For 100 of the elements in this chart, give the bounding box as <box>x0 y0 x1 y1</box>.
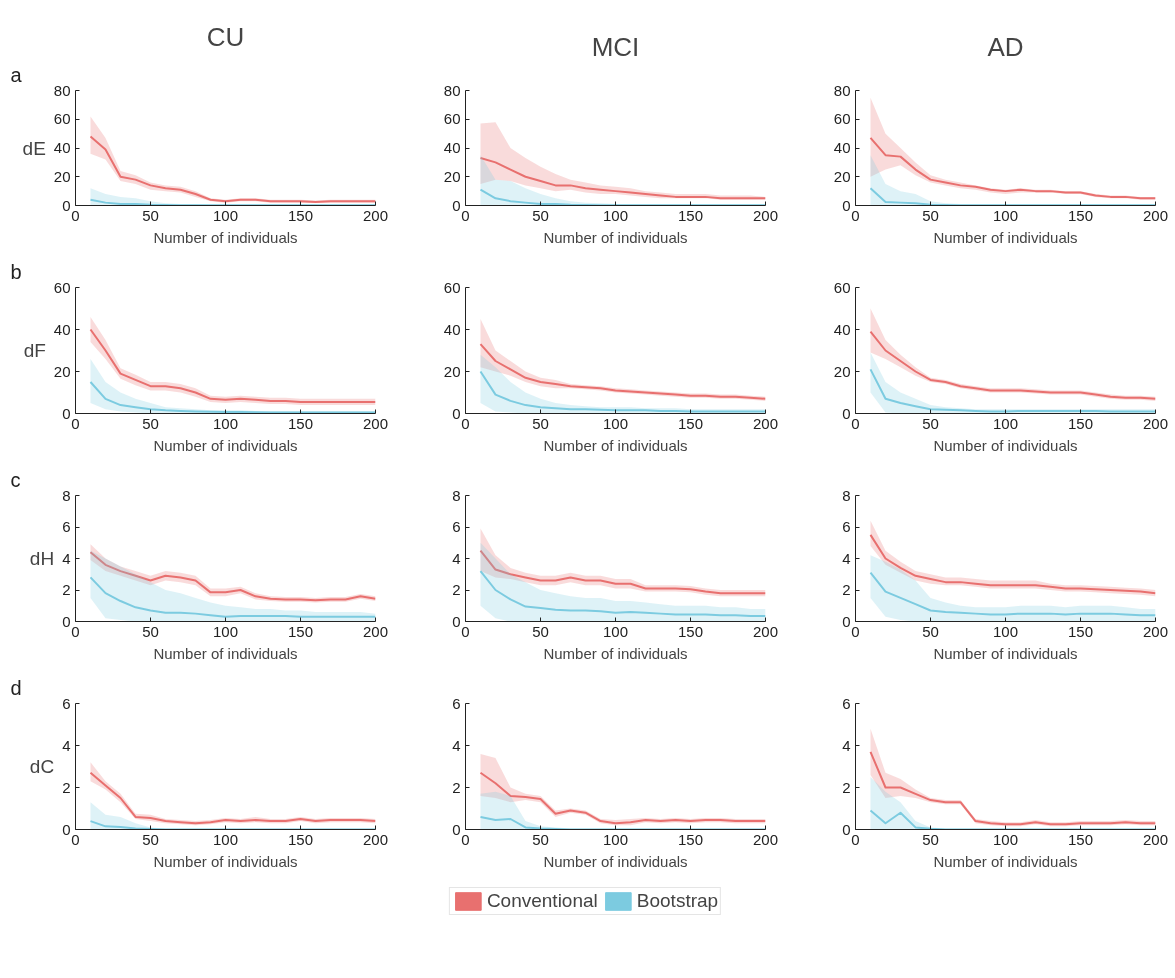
y-tick-label: 20 <box>833 362 851 380</box>
x-tick-label: 150 <box>677 206 704 224</box>
chart-title: CU <box>206 21 245 52</box>
y-tick-label: 6 <box>62 694 71 712</box>
y-tick-label: 80 <box>443 81 461 99</box>
y-tick-label: 2 <box>842 778 851 796</box>
x-tick-label: 100 <box>212 622 239 640</box>
x-tick-label: 150 <box>287 206 314 224</box>
x-tick-label: 200 <box>752 206 779 224</box>
x-tick-label: 100 <box>992 206 1019 224</box>
y-tick-label: 4 <box>452 549 461 567</box>
x-tick-label: 50 <box>142 206 159 224</box>
y-tick-label: 8 <box>452 486 461 504</box>
x-tick-label: 150 <box>1067 830 1094 848</box>
y-tick-label: 4 <box>62 549 71 567</box>
x-tick-label: 150 <box>1067 206 1094 224</box>
y-tick-label: 8 <box>842 486 851 504</box>
legend-label: Conventional <box>486 890 598 912</box>
x-tick-label: 50 <box>922 622 939 640</box>
x-tick-label: 50 <box>532 830 549 848</box>
x-axis-title: Number of individuals <box>153 228 298 246</box>
y-tick-label: 80 <box>53 81 71 99</box>
y-tick-label: 40 <box>53 320 71 338</box>
legend-label: Bootstrap <box>636 890 719 912</box>
y-tick-label: 60 <box>833 278 851 296</box>
x-tick-label: 200 <box>362 622 389 640</box>
x-tick-label: 100 <box>992 414 1019 432</box>
y-tick-label: 2 <box>452 778 461 796</box>
y-axis-title: dF <box>23 340 46 361</box>
y-tick-label: 2 <box>62 778 71 796</box>
x-tick-label: 50 <box>532 414 549 432</box>
x-tick-label: 150 <box>287 414 314 432</box>
x-tick-label: 100 <box>212 830 239 848</box>
x-tick-label: 200 <box>362 206 389 224</box>
x-axis-title: Number of individuals <box>153 436 298 454</box>
y-tick-label: 2 <box>62 581 71 598</box>
y-axis-title: dH <box>29 548 55 569</box>
x-tick-label: 100 <box>992 830 1019 848</box>
y-tick-label: 20 <box>53 362 71 380</box>
text: b <box>10 260 22 283</box>
x-tick-label: 150 <box>287 830 314 848</box>
y-tick-label: 60 <box>53 110 71 128</box>
y-axis-title: dC <box>29 756 55 777</box>
x-tick-label: 50 <box>532 206 549 224</box>
y-tick-label: 6 <box>842 518 851 535</box>
x-tick-label: 100 <box>212 414 239 432</box>
y-tick-label: 20 <box>443 362 461 380</box>
x-tick-label: 200 <box>1142 830 1169 848</box>
y-tick-label: 60 <box>443 110 461 128</box>
chart-title: AD <box>987 31 1024 62</box>
x-axis-title: Number of individuals <box>933 436 1078 454</box>
y-tick-label: 40 <box>443 139 461 156</box>
x-tick-label: 100 <box>602 830 629 848</box>
y-tick-label: 2 <box>452 581 461 598</box>
y-tick-label: 20 <box>443 167 461 185</box>
x-axis-title: Number of individuals <box>153 644 298 662</box>
y-tick-label: 40 <box>833 139 851 156</box>
x-tick-label: 50 <box>922 206 939 224</box>
x-tick-label: 150 <box>677 414 704 432</box>
y-tick-label: 2 <box>842 581 851 598</box>
x-tick-label: 50 <box>142 414 159 432</box>
text: c <box>10 468 21 491</box>
y-tick-label: 6 <box>452 694 461 712</box>
x-tick-label: 100 <box>992 622 1019 640</box>
x-tick-label: 200 <box>362 830 389 848</box>
x-tick-label: 200 <box>752 830 779 848</box>
x-tick-label: 150 <box>1067 414 1094 432</box>
x-tick-label: 200 <box>362 414 389 432</box>
y-tick-label: 20 <box>833 167 851 185</box>
y-tick-label: 6 <box>452 518 461 535</box>
x-tick-label: 200 <box>752 414 779 432</box>
x-tick-label: 100 <box>602 622 629 640</box>
y-tick-label: 4 <box>842 549 851 567</box>
y-tick-label: 6 <box>842 694 851 712</box>
x-tick-label: 200 <box>752 622 779 640</box>
y-axis-title: dE <box>22 137 46 159</box>
x-axis-title: Number of individuals <box>543 436 688 454</box>
y-tick-label: 4 <box>452 736 461 754</box>
y-tick-label: 4 <box>842 736 851 754</box>
x-axis-title: Number of individuals <box>933 228 1078 246</box>
x-tick-label: 50 <box>922 414 939 432</box>
y-tick-label: 40 <box>443 320 461 338</box>
y-tick-label: 80 <box>833 81 851 99</box>
x-tick-label: 150 <box>287 622 314 640</box>
x-tick-label: 50 <box>532 622 549 640</box>
x-axis-title: Number of individuals <box>933 644 1078 662</box>
y-tick-label: 60 <box>53 278 71 296</box>
x-tick-label: 150 <box>1067 622 1094 640</box>
text: d <box>10 676 22 699</box>
y-tick-label: 40 <box>53 139 71 156</box>
x-tick-label: 100 <box>602 206 629 224</box>
x-tick-label: 100 <box>212 206 239 224</box>
x-tick-label: 150 <box>677 830 704 848</box>
x-tick-label: 150 <box>677 622 704 640</box>
x-axis-title: Number of individuals <box>543 228 688 246</box>
x-axis-title: Number of individuals <box>153 852 298 870</box>
y-tick-label: 4 <box>62 736 71 754</box>
x-tick-label: 200 <box>1142 206 1169 224</box>
y-tick-label: 60 <box>833 110 851 128</box>
x-axis-title: Number of individuals <box>543 644 688 662</box>
